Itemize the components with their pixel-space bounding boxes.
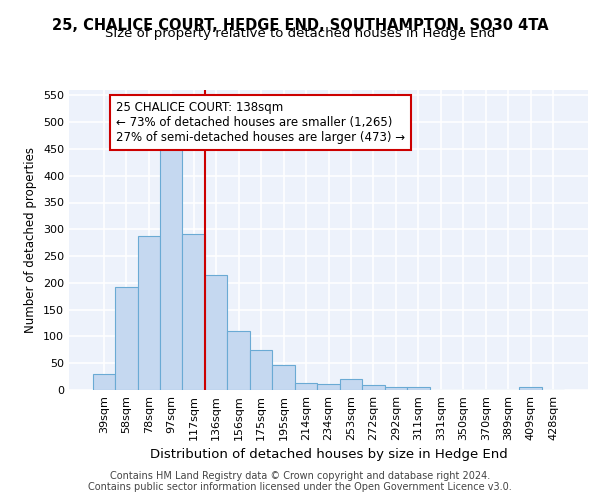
Bar	[295, 383, 317, 390]
Bar	[227, 331, 250, 390]
Bar	[520, 388, 542, 390]
Text: Contains HM Land Registry data © Crown copyright and database right 2024.
Contai: Contains HM Land Registry data © Crown c…	[88, 471, 512, 492]
Bar	[182, 234, 205, 390]
Y-axis label: Number of detached properties: Number of detached properties	[25, 147, 37, 333]
Text: 25, CHALICE COURT, HEDGE END, SOUTHAMPTON, SO30 4TA: 25, CHALICE COURT, HEDGE END, SOUTHAMPTO…	[52, 18, 548, 32]
Bar	[340, 379, 362, 390]
X-axis label: Distribution of detached houses by size in Hedge End: Distribution of detached houses by size …	[149, 448, 508, 462]
Bar	[137, 236, 160, 390]
Bar	[317, 384, 340, 390]
Bar	[385, 388, 407, 390]
Bar	[115, 287, 137, 390]
Text: Size of property relative to detached houses in Hedge End: Size of property relative to detached ho…	[105, 28, 495, 40]
Bar	[362, 384, 385, 390]
Bar	[407, 387, 430, 390]
Bar	[92, 374, 115, 390]
Bar	[250, 350, 272, 390]
Bar	[160, 144, 182, 390]
Text: 25 CHALICE COURT: 138sqm
← 73% of detached houses are smaller (1,265)
27% of sem: 25 CHALICE COURT: 138sqm ← 73% of detach…	[116, 100, 406, 144]
Bar	[205, 275, 227, 390]
Bar	[272, 365, 295, 390]
